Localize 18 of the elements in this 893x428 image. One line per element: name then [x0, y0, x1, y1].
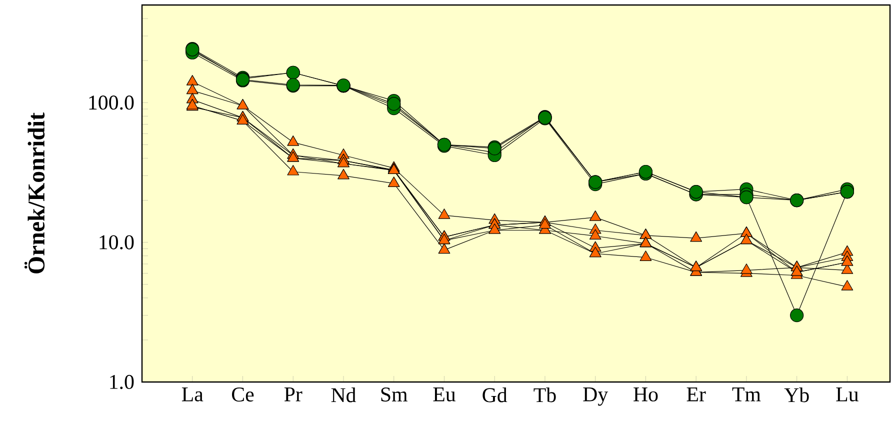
x-tick-label: Yb	[784, 388, 809, 402]
x-tick-label: Tb	[534, 388, 556, 402]
y-tick-label: 1.0	[110, 374, 134, 390]
x-tick-label: Nd	[331, 388, 356, 402]
x-tick-label: Lu	[836, 388, 858, 402]
y-tick-label: 100.0	[89, 96, 134, 110]
x-tick-label: Gd	[482, 388, 508, 402]
y-axis-title: Örnek/Konridit	[24, 112, 45, 274]
x-tick-label: Er	[686, 388, 706, 402]
x-tick-label: Pr	[284, 388, 302, 402]
x-tick-label: Ho	[634, 388, 658, 402]
x-tick-label: Dy	[583, 388, 608, 406]
x-tick-label: Sm	[381, 388, 408, 402]
y-tick-label: 10.0	[100, 235, 134, 250]
x-tick-label: Tm	[732, 388, 761, 402]
x-tick-label: Ce	[232, 388, 254, 402]
x-tick-label: La	[182, 388, 204, 402]
x-tick-label: Eu	[433, 388, 456, 402]
